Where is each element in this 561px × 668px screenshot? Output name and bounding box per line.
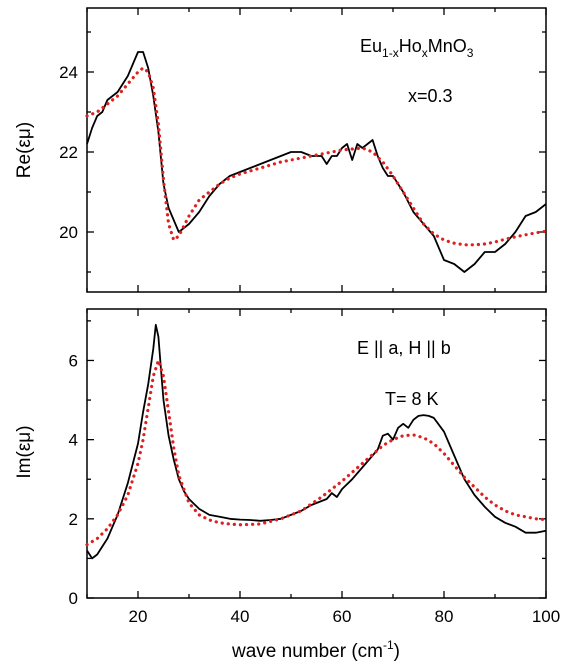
bottom-plot-frame: [86, 308, 547, 599]
top-panel: 20 22 24 Re(εμ) Eu1-xHoxMnO3 x=0.3: [14, 7, 548, 293]
composition-annotation: x=0.3: [408, 86, 453, 106]
measured-curve-solid: [86, 323, 547, 560]
y-tick-label: 24: [59, 63, 78, 82]
x-tick-label: 20: [129, 607, 148, 626]
fit-curve-dotted: [85, 65, 548, 247]
y-tick-label: 2: [69, 510, 78, 529]
x-tick-label: 80: [435, 607, 454, 626]
top-plot-frame: [86, 7, 547, 293]
x-tick-label: 100: [532, 607, 560, 626]
formula-sub-3: 3: [467, 46, 474, 60]
temperature-annotation: T= 8 K: [385, 389, 439, 409]
top-ticks: 20 22 24: [59, 8, 547, 292]
polarization-annotation: E || a, H || b: [357, 338, 451, 358]
x-tick-label: 60: [333, 607, 352, 626]
y-tick-label: 20: [59, 223, 78, 242]
x-axis-label-main: wave number (cm: [231, 641, 383, 662]
bottom-y-axis-label: Im(εμ): [14, 425, 35, 478]
bottom-ticks: 20 40 60 80 100 0 2 4 6: [69, 309, 560, 626]
y-tick-label: 0: [69, 589, 78, 608]
x-axis-label-close: ): [394, 641, 400, 662]
fit-curve-dotted: [85, 355, 548, 547]
y-tick-label: 22: [59, 143, 78, 162]
formula-annotation: Eu1-xHoxMnO3: [360, 36, 474, 60]
formula-base-eu: Eu: [360, 36, 382, 56]
y-tick-label: 4: [69, 431, 78, 450]
top-y-axis-label: Re(εμ): [14, 122, 35, 178]
formula-base-ho: Ho: [399, 36, 422, 56]
formula-sub-x: x: [422, 46, 428, 60]
bottom-panel: 20 40 60 80 100 0 2 4 6 Im(εμ) E || a, H || b T=…: [14, 308, 560, 662]
x-axis-label-exponent: -1: [383, 638, 394, 652]
formula-sub-1-x: 1-x: [382, 46, 399, 60]
x-axis-label: wave number (cm-1): [231, 638, 400, 662]
x-tick-label: 40: [231, 607, 250, 626]
y-tick-label: 6: [69, 351, 78, 370]
measured-curve-solid: [86, 51, 547, 273]
formula-base-mno: MnO: [428, 36, 467, 56]
bottom-series: [85, 323, 548, 560]
top-series: [85, 51, 548, 273]
